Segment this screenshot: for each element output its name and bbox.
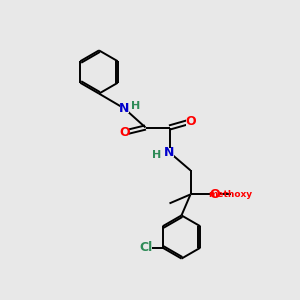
Bar	[165, 148, 174, 157]
Bar	[141, 244, 152, 252]
Text: N: N	[164, 146, 175, 159]
Text: N: N	[119, 102, 130, 115]
Text: Cl: Cl	[140, 241, 153, 254]
Text: H: H	[131, 100, 140, 111]
Text: O: O	[209, 188, 220, 201]
Text: O: O	[185, 115, 196, 128]
Bar	[120, 104, 129, 113]
Bar	[211, 191, 218, 198]
Text: H: H	[152, 150, 161, 161]
Text: O: O	[119, 126, 130, 139]
Bar	[120, 128, 129, 137]
Text: methoxy: methoxy	[208, 190, 252, 199]
Bar	[186, 117, 195, 126]
